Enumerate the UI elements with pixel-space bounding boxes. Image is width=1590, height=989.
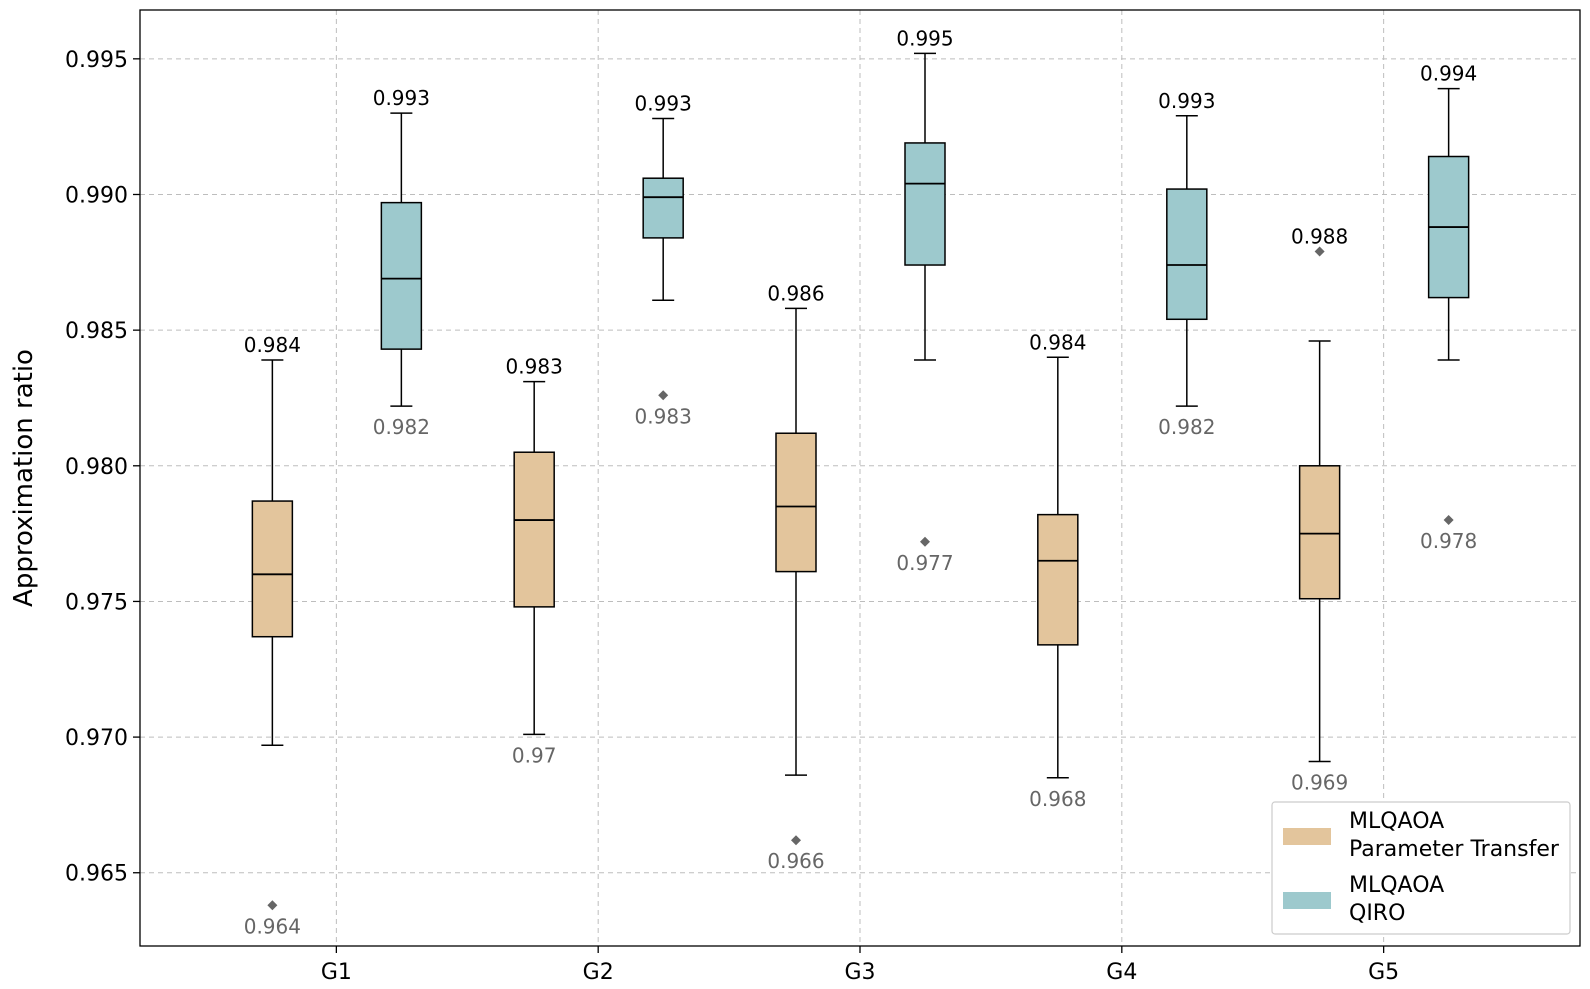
max-value-label: 0.988 — [1291, 224, 1348, 248]
x-tick-label: G5 — [1368, 960, 1399, 985]
box-series — [251, 52, 1470, 911]
legend-label-qiro-line2: QIRO — [1349, 901, 1405, 926]
max-value-label: 0.993 — [1158, 89, 1215, 113]
y-tick-label: 0.970 — [65, 726, 128, 751]
legend-label-parameter-transfer-line1: MLQAOA — [1349, 809, 1444, 834]
min-value-label: 0.964 — [244, 914, 301, 938]
legend-label-qiro-line1: MLQAOA — [1349, 873, 1444, 898]
y-axis-label: Approximation ratio — [9, 349, 39, 607]
iqr-box — [513, 451, 555, 608]
min-value-label: 0.982 — [373, 415, 430, 439]
outlier-marker — [267, 900, 278, 911]
box-g2-qiro — [642, 117, 684, 401]
outlier-marker — [1314, 246, 1325, 257]
box-g3-qiro — [904, 52, 946, 547]
iqr-box — [642, 177, 684, 239]
legend-label-parameter-transfer-line2: Parameter Transfer — [1349, 837, 1560, 862]
y-tick-label: 0.975 — [65, 590, 128, 615]
x-tick-label: G4 — [1106, 960, 1137, 985]
max-value-label: 0.993 — [635, 92, 692, 116]
plot-frame — [139, 9, 1581, 947]
box-g1-qiro — [380, 112, 423, 407]
box-g5-qiro — [1427, 87, 1470, 526]
y-tick-label: 0.980 — [65, 455, 128, 480]
iqr-box — [380, 201, 423, 350]
x-tick-label: G3 — [844, 960, 875, 985]
box-g4-qiro — [1166, 115, 1208, 407]
y-tick-label: 0.995 — [65, 48, 128, 73]
outlier-marker — [658, 390, 669, 401]
legend-swatch-parameter-transfer — [1283, 828, 1331, 845]
max-value-label: 0.995 — [896, 26, 953, 50]
max-value-label: 0.986 — [767, 281, 824, 305]
max-value-label: 0.993 — [373, 86, 430, 110]
y-tick-label: 0.965 — [65, 862, 128, 887]
legend-swatch-qiro — [1283, 892, 1331, 909]
min-value-label: 0.983 — [635, 404, 692, 428]
min-value-label: 0.968 — [1029, 787, 1086, 811]
box-g3-parameter-transfer — [775, 307, 817, 846]
y-tick-label: 0.985 — [65, 319, 128, 344]
max-value-label: 0.984 — [1029, 330, 1086, 354]
outlier-marker — [1443, 515, 1454, 526]
min-value-label: 0.982 — [1158, 415, 1215, 439]
box-g4-parameter-transfer — [1037, 356, 1079, 779]
min-value-label: 0.966 — [767, 849, 824, 873]
box-g1-parameter-transfer — [251, 359, 294, 911]
x-tick-label: G2 — [583, 960, 614, 985]
iqr-box — [251, 500, 294, 638]
x-axis: G1 G2 G3 G4 G5 — [321, 946, 1399, 985]
x-tick-label: G1 — [321, 960, 352, 985]
max-value-label: 0.994 — [1420, 62, 1477, 86]
data-labels: 0.984 0.964 0.983 0.97 0.986 0.966 0.984 0.968 0… — [244, 26, 1478, 938]
outlier-marker — [920, 536, 930, 547]
y-tick-label: 0.990 — [65, 183, 128, 208]
min-value-label: 0.969 — [1291, 771, 1348, 795]
max-value-label: 0.983 — [506, 355, 563, 379]
box-g2-parameter-transfer — [513, 380, 555, 736]
iqr-box — [775, 432, 817, 573]
iqr-box — [1166, 188, 1208, 321]
iqr-box — [904, 142, 946, 266]
min-value-label: 0.977 — [896, 551, 953, 575]
iqr-box — [1298, 465, 1341, 600]
legend: MLQAOA Parameter Transfer MLQAOA QIRO — [1271, 801, 1571, 935]
max-value-label: 0.984 — [244, 333, 301, 357]
legend-frame — [1271, 801, 1571, 935]
iqr-box — [1037, 513, 1079, 646]
min-value-label: 0.97 — [512, 743, 557, 767]
y-axis: 0.965 0.970 0.975 0.980 0.985 0.990 0.995 — [65, 48, 140, 887]
outlier-marker — [791, 835, 801, 846]
box-g5-parameter-transfer — [1298, 246, 1341, 763]
min-value-label: 0.978 — [1420, 529, 1477, 553]
